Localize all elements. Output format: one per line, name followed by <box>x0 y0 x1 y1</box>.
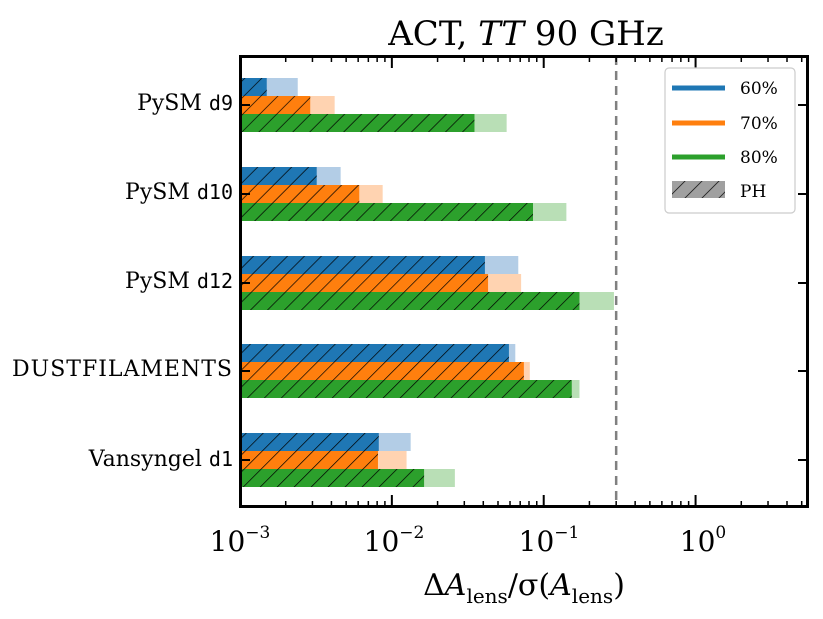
x-tick-label: 100 <box>680 523 726 558</box>
bar-ph-hatch <box>240 344 509 362</box>
title-suffix: 90 GHz <box>524 14 664 54</box>
legend-label-70: 70% <box>740 114 778 134</box>
category-label: Vansyngel d1 <box>88 447 233 472</box>
legend-label-60: 60% <box>740 79 778 99</box>
legend-label-ph: PH <box>740 182 766 202</box>
bar-ph-hatch <box>240 185 360 203</box>
x-tick-labels: 10−3 10−2 10−1 100 <box>210 523 727 558</box>
legend: 60% 70% 80% PH <box>664 67 796 214</box>
title-italic: TT <box>478 14 526 54</box>
legend-label-80: 80% <box>740 148 778 168</box>
bar-ph-hatch <box>240 274 489 292</box>
title-prefix: ACT, <box>387 14 478 54</box>
bar-ph-hatch <box>240 96 311 114</box>
bar-ph-hatch <box>240 451 378 469</box>
legend-swatch-ph-hatch <box>672 181 725 198</box>
category-label: DUSTFILAMENTS <box>12 357 233 382</box>
bar-ph-hatch <box>240 292 580 310</box>
x-tick-label: 10−1 <box>519 523 580 558</box>
category-label: PySM d10 <box>125 180 233 205</box>
bar-ph-hatch <box>240 203 533 221</box>
bar-ph-hatch <box>240 362 524 380</box>
x-axis-label: ΔAlens/σ(Alens) <box>423 568 625 608</box>
bar-ph-hatch <box>240 256 485 274</box>
plot-frame <box>239 55 809 508</box>
x-tick-label: 10−2 <box>364 523 425 558</box>
bar-ph-hatch <box>240 380 572 398</box>
bar-ph-hatch <box>240 469 425 487</box>
bar-ph-hatch <box>240 167 317 185</box>
category-labels: PySM d9 PySM d10 PySM d12 DUSTFILAMENTS … <box>12 91 233 472</box>
category-label: PySM d12 <box>125 269 233 294</box>
legend-box <box>664 67 796 214</box>
bars-layer <box>240 78 614 487</box>
x-tick-label: 10−3 <box>210 523 271 558</box>
bar-ph-hatch <box>240 78 267 96</box>
bar-ph-hatch <box>240 114 475 132</box>
chart-title: ACT, TT 90 GHz <box>387 14 663 54</box>
category-label: PySM d9 <box>137 91 233 116</box>
bar-ph-hatch <box>240 433 379 451</box>
